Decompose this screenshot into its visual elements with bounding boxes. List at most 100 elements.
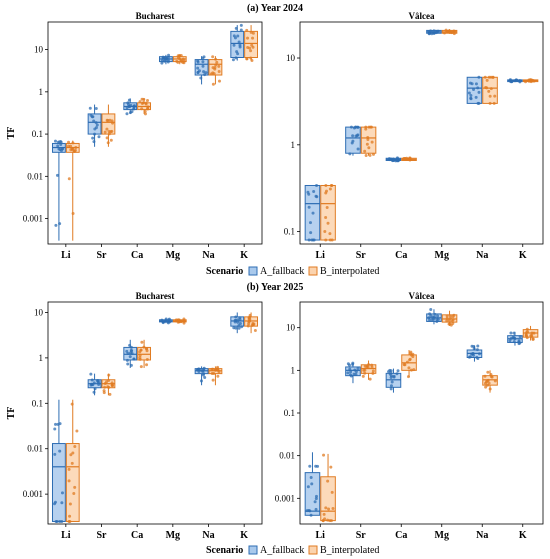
y-tick-label: 0.001 xyxy=(275,493,295,503)
point-a-fallback-ca xyxy=(130,352,134,356)
point-b-interpolated-ca xyxy=(405,360,409,364)
point-a-fallback-sr xyxy=(95,378,99,382)
point-b-interpolated-k xyxy=(249,56,253,60)
point-b-interpolated-li xyxy=(67,144,71,148)
point-a-fallback-k xyxy=(510,80,514,84)
point-b-interpolated-na xyxy=(213,368,217,372)
point-a-fallback-li xyxy=(312,190,316,194)
point-b-interpolated-mg xyxy=(445,319,449,323)
point-a-fallback-sr xyxy=(351,361,355,365)
point-a-fallback-li xyxy=(53,139,57,143)
point-b-interpolated-sr xyxy=(107,385,111,389)
x-tick-label-ca: Ca xyxy=(395,530,407,541)
point-b-interpolated-k xyxy=(247,322,251,326)
point-b-interpolated-na xyxy=(211,82,215,86)
y-tick-label: 10 xyxy=(34,45,44,55)
point-b-interpolated-li xyxy=(329,183,333,187)
point-a-fallback-sr xyxy=(97,383,101,387)
point-b-interpolated-li xyxy=(324,506,328,510)
plot-frame xyxy=(299,301,544,525)
point-a-fallback-ca xyxy=(126,362,130,366)
x-tick-label-k: K xyxy=(240,250,248,261)
point-a-fallback-li xyxy=(313,500,317,504)
x-tick-label-sr: Sr xyxy=(356,530,367,541)
legend-bottom: Scenario A_fallback B_interpolated xyxy=(206,545,379,556)
x-tick-label-k: K xyxy=(240,530,248,541)
point-a-fallback-sr xyxy=(346,371,350,375)
x-tick-label-mg: Mg xyxy=(435,530,449,541)
point-a-fallback-ca xyxy=(389,387,393,391)
point-a-fallback-k xyxy=(233,36,237,40)
point-b-interpolated-sr xyxy=(105,136,109,140)
point-b-interpolated-ca xyxy=(403,156,407,160)
point-a-fallback-sr xyxy=(89,383,93,387)
point-a-fallback-ca xyxy=(392,158,396,162)
point-a-fallback-li xyxy=(311,211,315,215)
point-b-interpolated-li xyxy=(328,232,332,236)
point-b-interpolated-sr xyxy=(363,149,367,153)
point-b-interpolated-li xyxy=(328,238,332,242)
point-a-fallback-li xyxy=(307,205,311,209)
y-tick-label: 0.01 xyxy=(27,444,43,454)
point-b-interpolated-na xyxy=(484,385,488,389)
point-b-interpolated-k xyxy=(253,328,257,332)
point-a-fallback-k xyxy=(234,56,238,60)
point-b-interpolated-k xyxy=(252,322,256,326)
legend-label-a-fallback: A_fallback xyxy=(260,266,304,277)
point-b-interpolated-ca xyxy=(146,98,150,102)
point-b-interpolated-sr xyxy=(367,146,371,150)
point-b-interpolated-li xyxy=(324,238,328,242)
point-b-interpolated-li xyxy=(67,467,71,471)
point-b-interpolated-na xyxy=(213,65,217,69)
point-b-interpolated-mg xyxy=(176,318,180,322)
point-b-interpolated-sr xyxy=(363,368,367,372)
x-tick-label-na: Na xyxy=(476,250,488,261)
point-a-fallback-sr xyxy=(349,370,353,374)
point-a-fallback-li xyxy=(309,231,313,235)
point-a-fallback-ca xyxy=(128,105,132,109)
point-a-fallback-sr xyxy=(92,140,96,144)
point-b-interpolated-mg xyxy=(451,318,455,322)
point-a-fallback-mg xyxy=(434,31,438,35)
y-tick-label: 10 xyxy=(286,323,296,333)
point-a-fallback-na xyxy=(468,355,472,359)
point-b-interpolated-na xyxy=(483,381,487,385)
point-a-fallback-k xyxy=(234,326,238,330)
point-b-interpolated-sr xyxy=(364,125,368,129)
point-a-fallback-na xyxy=(195,368,199,372)
point-b-interpolated-mg xyxy=(179,54,183,58)
y-tick-label: 10 xyxy=(286,53,296,63)
point-a-fallback-sr xyxy=(351,139,355,143)
point-b-interpolated-k xyxy=(525,331,529,335)
point-b-interpolated-ca xyxy=(139,365,143,369)
y-tick-label: 0.01 xyxy=(279,451,295,461)
point-b-interpolated-mg xyxy=(451,315,455,319)
point-b-interpolated-k xyxy=(248,313,252,317)
point-a-fallback-ca xyxy=(126,351,130,355)
point-a-fallback-sr xyxy=(351,134,355,138)
point-a-fallback-li xyxy=(59,142,63,146)
point-b-interpolated-sr xyxy=(103,385,107,389)
legend-swatch-a-fallback xyxy=(248,545,258,555)
point-a-fallback-na xyxy=(196,70,200,74)
point-a-fallback-ca xyxy=(389,369,393,373)
point-a-fallback-k xyxy=(239,23,243,27)
x-tick-label-sr: Sr xyxy=(97,530,108,541)
point-a-fallback-na xyxy=(201,64,205,68)
point-b-interpolated-li xyxy=(73,485,77,489)
point-b-interpolated-na xyxy=(217,70,221,74)
point-b-interpolated-na xyxy=(212,372,216,376)
point-b-interpolated-li xyxy=(75,429,79,433)
point-a-fallback-k xyxy=(236,320,240,324)
y-tick-label: 0.001 xyxy=(23,489,43,499)
point-b-interpolated-li xyxy=(326,221,330,225)
plot-frame xyxy=(47,301,263,525)
point-a-fallback-li xyxy=(314,464,318,468)
point-b-interpolated-na xyxy=(490,375,494,379)
point-a-fallback-li xyxy=(54,422,58,426)
point-b-interpolated-ca xyxy=(146,107,150,111)
point-a-fallback-na xyxy=(475,355,479,359)
point-b-interpolated-sr xyxy=(107,373,111,377)
point-a-fallback-mg xyxy=(166,58,170,62)
